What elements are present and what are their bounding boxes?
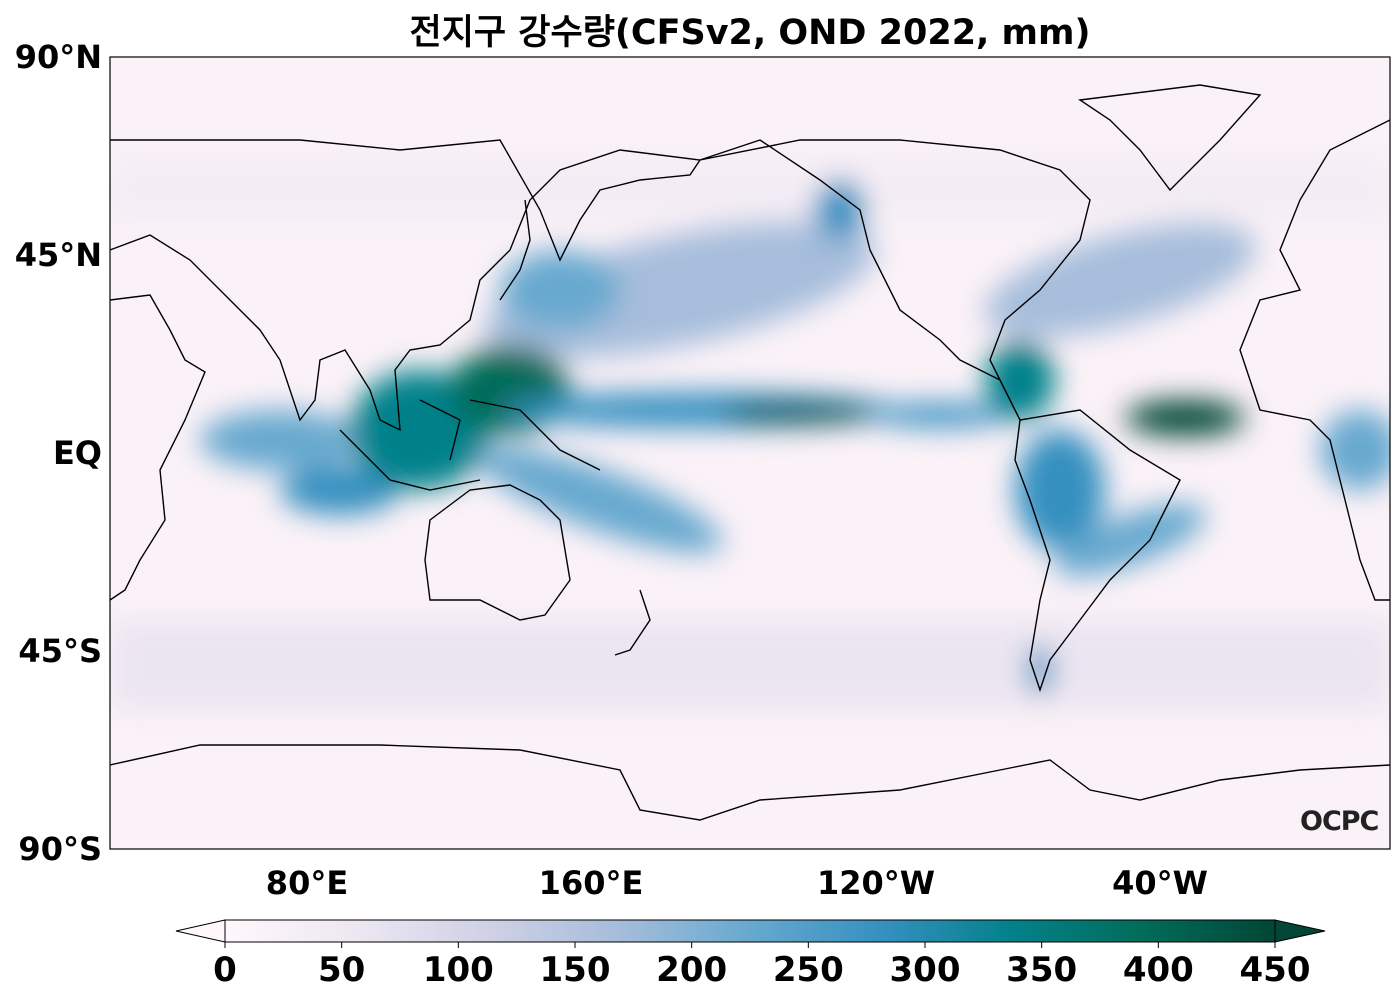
colorbar-tick-label: 450 <box>1239 950 1311 990</box>
lon-label-40w: 40°W <box>1112 864 1208 902</box>
colorbar-extend-min <box>175 919 226 943</box>
colorbar-tick-label: 0 <box>213 950 237 990</box>
coastlines <box>110 84 1390 821</box>
lon-label-80e: 80°E <box>265 864 349 902</box>
lon-label-120w: 120°W <box>816 864 936 902</box>
lat-label-eq: EQ <box>52 434 102 472</box>
colorbar-tick-label: 50 <box>317 950 366 990</box>
colorbar-tick-label: 100 <box>422 950 494 990</box>
colorbar-tick-label: 150 <box>539 950 611 990</box>
colorbar-tick-label: 250 <box>772 950 844 990</box>
lat-label-90s: 90°S <box>18 830 102 868</box>
colorbar-tick-label: 350 <box>1006 950 1078 990</box>
colorbar-tick-label: 400 <box>1122 950 1194 990</box>
lat-label-45n: 45°N <box>14 236 102 274</box>
lat-label-45s: 45°S <box>18 632 102 670</box>
colorbar-extend-max <box>1274 919 1326 943</box>
lat-label-90n: 90°N <box>14 38 102 76</box>
lon-label-160e: 160°E <box>538 864 644 902</box>
map-frame <box>109 56 1391 850</box>
colorbar-gradient <box>224 919 1276 943</box>
colorbar <box>175 919 1326 948</box>
map-title: 전지구 강수량(CFSv2, OND 2022, mm) <box>409 13 1091 53</box>
precip-field <box>110 57 1390 849</box>
colorbar-tick-label: 300 <box>889 950 961 990</box>
colorbar-tick-label: 200 <box>656 950 728 990</box>
ocpc-logo: OCPC <box>1300 806 1379 837</box>
